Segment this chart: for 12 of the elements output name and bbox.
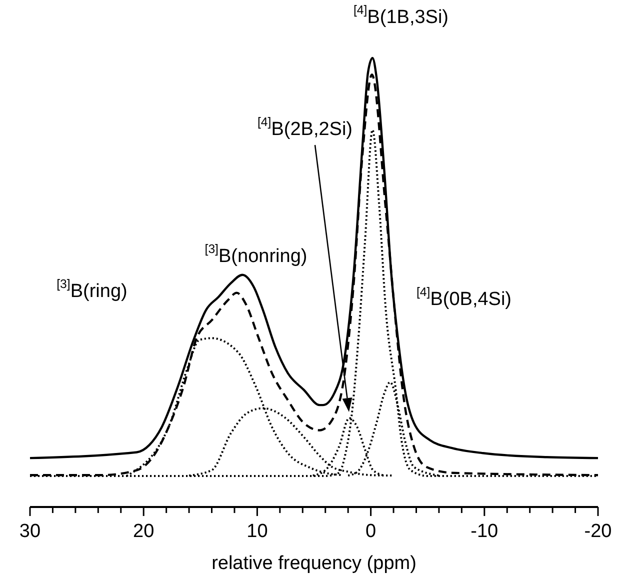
x-axis-title: relative frequency (ppm) bbox=[212, 553, 416, 574]
annotation: $^{[3]}$B(ring) bbox=[56, 277, 128, 302]
annotation: $^{[4]}$B(2B,2Si) bbox=[257, 115, 353, 140]
x-tick-label: 0 bbox=[366, 521, 376, 542]
annotation: $^{[3]}$B(nonring) bbox=[204, 242, 308, 268]
x-tick-label: 30 bbox=[19, 521, 41, 542]
text: $^{[4]}$B(1B,3Si) bbox=[353, 3, 449, 28]
x-tick-label: 10 bbox=[246, 521, 268, 542]
x-tick-label: -10 bbox=[470, 521, 498, 542]
x-tick-label: -20 bbox=[584, 521, 612, 542]
x-tick-label: 20 bbox=[133, 521, 154, 542]
annotation: $^{[4]}$B(0B,4Si) bbox=[416, 285, 512, 310]
